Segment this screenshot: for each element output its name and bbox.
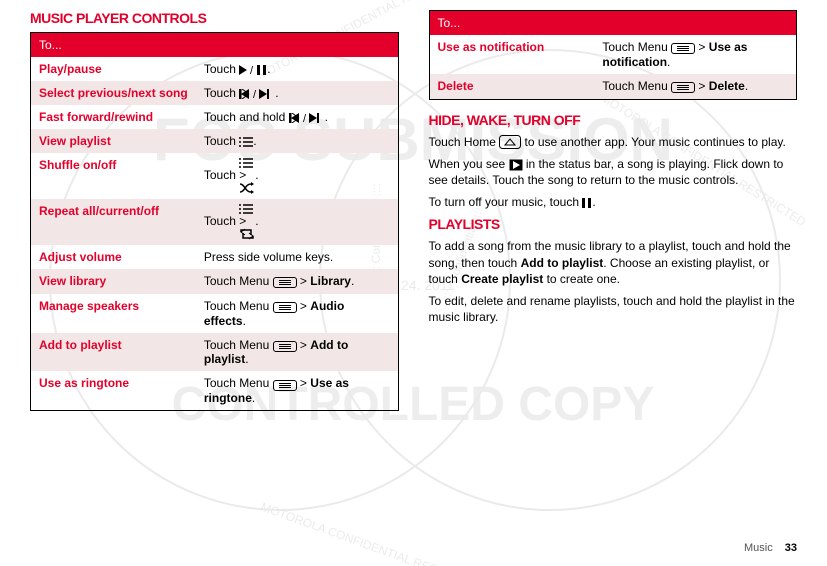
svg-text:/: /: [303, 113, 307, 123]
control-value: Touch Menu > Library.: [196, 269, 398, 294]
table-row: View libraryTouch Menu > Library.: [31, 269, 399, 294]
control-label: Fast forward/rewind: [31, 105, 196, 129]
table-header: To...: [31, 33, 399, 58]
home-icon: [499, 135, 521, 149]
prev_next-icon: /: [289, 113, 325, 123]
control-label: Repeat all/current/off: [31, 199, 196, 245]
control-value: Touch > .: [196, 199, 398, 245]
pause-icon: [582, 198, 592, 208]
page-footer: Music33: [744, 542, 797, 554]
control-value: Touch /.: [196, 57, 398, 81]
control-value: Touch Menu > Use as ringtone.: [196, 371, 398, 410]
table-row: Fast forward/rewindTouch and hold /.: [31, 105, 399, 129]
hide-wake-heading: Hide, Wake, Turn Off: [429, 112, 798, 128]
control-label: Add to playlist: [31, 333, 196, 372]
table-header: To...: [429, 11, 797, 36]
play_pause-icon: /: [239, 65, 267, 75]
playlists-heading: Playlists: [429, 216, 798, 232]
control-label: Manage speakers: [31, 294, 196, 333]
menu-icon: [273, 338, 297, 352]
table-row: Repeat all/current/offTouch > .: [31, 199, 399, 245]
table-row: View playlistTouch .: [31, 129, 399, 153]
control-value: Press side volume keys.: [196, 245, 398, 269]
prev_next-icon: /: [239, 89, 275, 99]
control-value: Touch Menu > Add to playlist.: [196, 333, 398, 372]
hide-para-3: To turn off your music, touch .: [429, 194, 798, 210]
play-status-icon: [509, 159, 523, 171]
control-label: Use as ringtone: [31, 371, 196, 410]
control-value: Touch Menu > Use as notification.: [594, 35, 796, 74]
menu-icon: [273, 275, 297, 289]
list_gt_shuffle-icon: >: [239, 158, 255, 194]
right-column: To... Use as notificationTouch Menu > Us…: [429, 10, 798, 423]
control-label: View library: [31, 269, 196, 294]
table-row: Use as ringtoneTouch Menu > Use as ringt…: [31, 371, 399, 410]
control-label: Adjust volume: [31, 245, 196, 269]
control-value: Touch /.: [196, 81, 398, 105]
control-label: Shuffle on/off: [31, 153, 196, 199]
controls-table: To... Play/pauseTouch /.Select previous/…: [30, 32, 399, 411]
control-value: Touch Menu > Audio effects.: [196, 294, 398, 333]
menu-icon: [671, 41, 695, 55]
control-label: View playlist: [31, 129, 196, 153]
table-row: Adjust volumePress side volume keys.: [31, 245, 399, 269]
menu-icon: [273, 377, 297, 391]
table-row: Manage speakersTouch Menu > Audio effect…: [31, 294, 399, 333]
controls-table-continued: To... Use as notificationTouch Menu > Us…: [429, 10, 798, 100]
control-value: Touch .: [196, 129, 398, 153]
table-row: Use as notificationTouch Menu > Use as n…: [429, 35, 797, 74]
music-player-controls-heading: Music Player Controls: [30, 10, 399, 26]
playlists-para-1: To add a song from the music library to …: [429, 238, 798, 287]
playlists-para-2: To edit, delete and rename playlists, to…: [429, 293, 798, 325]
svg-text:MOTOROLA CONFIDENTIAL RESTRICT: MOTOROLA CONFIDENTIAL RESTRICTED :: MOTO…: [259, 500, 565, 566]
table-row: Play/pauseTouch /.: [31, 57, 399, 81]
control-value: Touch > .: [196, 153, 398, 199]
control-label: Delete: [429, 74, 594, 99]
list-icon: [239, 137, 253, 147]
menu-icon: [671, 80, 695, 94]
control-label: Select previous/next song: [31, 81, 196, 105]
hide-para-2: When you see in the status bar, a song i…: [429, 156, 798, 188]
table-row: Add to playlistTouch Menu > Add to playl…: [31, 333, 399, 372]
table-row: DeleteTouch Menu > Delete.: [429, 74, 797, 99]
left-column: Music Player Controls To... Play/pauseTo…: [30, 10, 399, 423]
control-label: Use as notification: [429, 35, 594, 74]
control-value: Touch and hold /.: [196, 105, 398, 129]
list_gt_repeat-icon: >: [239, 204, 255, 240]
svg-text:/: /: [250, 65, 254, 75]
table-row: Shuffle on/offTouch > .: [31, 153, 399, 199]
hide-para-1: Touch Home to use another app. Your musi…: [429, 134, 798, 150]
menu-icon: [273, 300, 297, 314]
control-label: Play/pause: [31, 57, 196, 81]
control-value: Touch Menu > Delete.: [594, 74, 796, 99]
svg-text:/: /: [253, 89, 257, 99]
table-row: Select previous/next songTouch /.: [31, 81, 399, 105]
